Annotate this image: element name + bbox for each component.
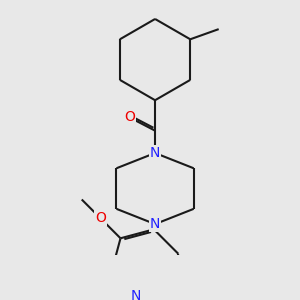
Text: O: O (95, 211, 106, 225)
Text: N: N (131, 289, 141, 300)
Text: O: O (124, 110, 135, 124)
Text: N: N (150, 146, 160, 160)
Text: N: N (150, 217, 160, 231)
